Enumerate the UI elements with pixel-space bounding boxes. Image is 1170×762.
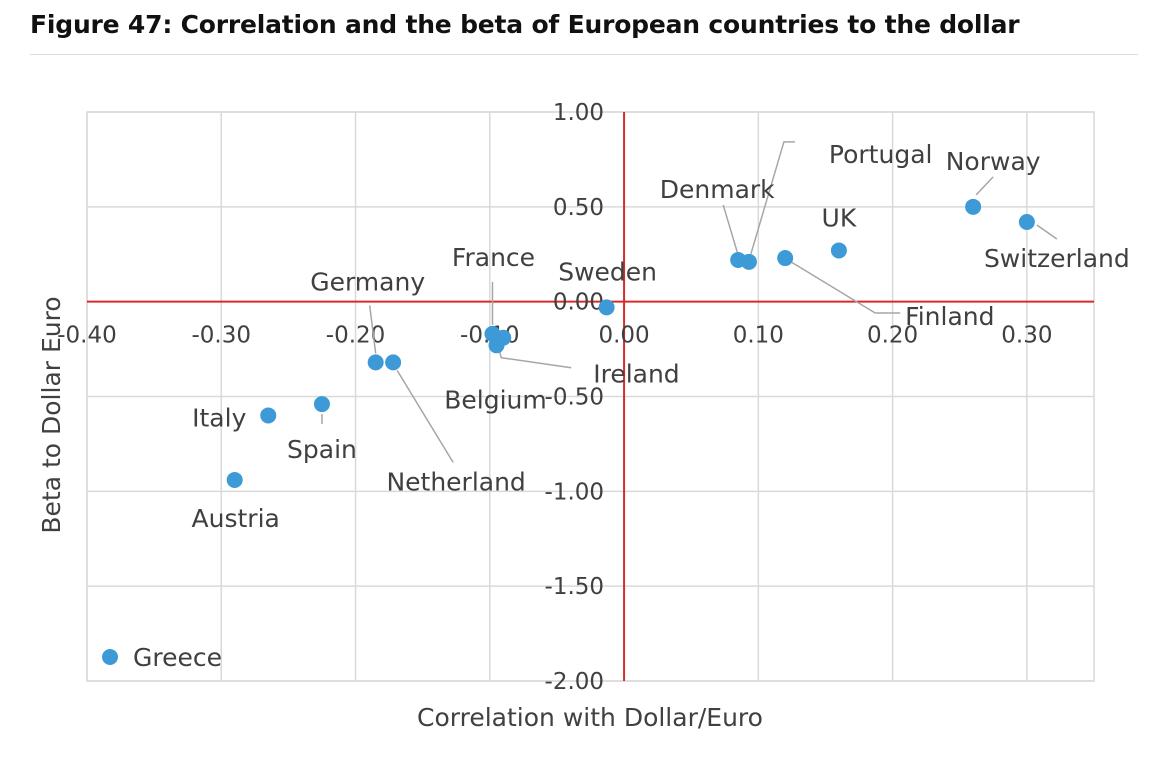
y-tick-label: 0.00 <box>553 290 604 316</box>
y-tick-label: 1.00 <box>553 100 604 126</box>
x-tick-label: -0.30 <box>192 323 252 349</box>
y-tick-label: -1.50 <box>545 574 605 600</box>
x-tick-label: -0.40 <box>57 323 117 349</box>
y-tick-label: -1.00 <box>545 479 605 505</box>
leader-line <box>750 141 795 255</box>
data-label: Germany <box>310 267 425 296</box>
x-tick-label: 0.30 <box>1001 323 1052 349</box>
data-label: Switzerland <box>984 244 1130 273</box>
y-axis-title: Beta to Dollar Euro <box>37 296 66 533</box>
leader-line <box>396 369 454 463</box>
x-tick-label: 0.10 <box>733 323 784 349</box>
data-labels: Norway Switzerland UK Finland Denmark Portuga… <box>192 140 1130 533</box>
data-point <box>965 198 982 215</box>
leader-line <box>368 305 377 354</box>
data-label: Sweden <box>558 257 657 286</box>
data-point <box>385 354 402 371</box>
data-label: Portugal <box>829 140 933 169</box>
data-label: Denmark <box>660 175 775 204</box>
data-point <box>488 337 505 354</box>
data-label: Spain <box>287 435 357 464</box>
data-point <box>777 250 794 267</box>
data-label: Ireland <box>593 360 679 389</box>
leader-line <box>790 261 901 314</box>
y-tick-label: -0.50 <box>545 385 605 411</box>
data-point <box>367 354 384 371</box>
y-tick-label: 0.50 <box>553 195 604 221</box>
data-label: Austria <box>192 504 280 533</box>
data-point <box>1018 214 1035 231</box>
leader-line <box>1036 224 1058 240</box>
leader-line <box>497 345 572 369</box>
data-point <box>598 299 615 316</box>
y-tick-label: -2.00 <box>545 669 605 695</box>
data-label: Netherland <box>386 467 525 496</box>
data-point <box>313 396 330 413</box>
x-tick-label: -0.20 <box>326 323 386 349</box>
data-point <box>260 407 277 424</box>
data-label: UK <box>822 203 857 232</box>
leader-line <box>722 204 738 253</box>
legend-marker <box>102 649 118 665</box>
x-tick-label: 0.00 <box>598 323 649 349</box>
figure-title: Figure 47: Correlation and the beta of E… <box>30 10 1020 39</box>
zero-axes <box>87 112 1094 681</box>
gridlines <box>86 111 1095 682</box>
data-label: Finland <box>905 302 994 331</box>
x-axis-title: Correlation with Dollar/Euro <box>417 703 763 732</box>
data-point <box>830 242 847 259</box>
data-label: Norway <box>946 147 1041 176</box>
data-label: Belgium <box>444 385 547 414</box>
data-label: France <box>452 243 535 272</box>
tick-labels: -0.40-0.30-0.20-0.100.000.100.200.301.00… <box>57 100 1052 695</box>
data-label: Italy <box>192 403 246 432</box>
title-divider <box>30 54 1138 55</box>
legend-entry: Greece <box>133 643 222 672</box>
leader-line <box>975 176 994 196</box>
legend: Greece <box>102 643 222 672</box>
x-tick-label: 0.20 <box>867 323 918 349</box>
data-points <box>226 198 1035 488</box>
data-point <box>226 471 243 488</box>
data-point <box>740 253 757 270</box>
